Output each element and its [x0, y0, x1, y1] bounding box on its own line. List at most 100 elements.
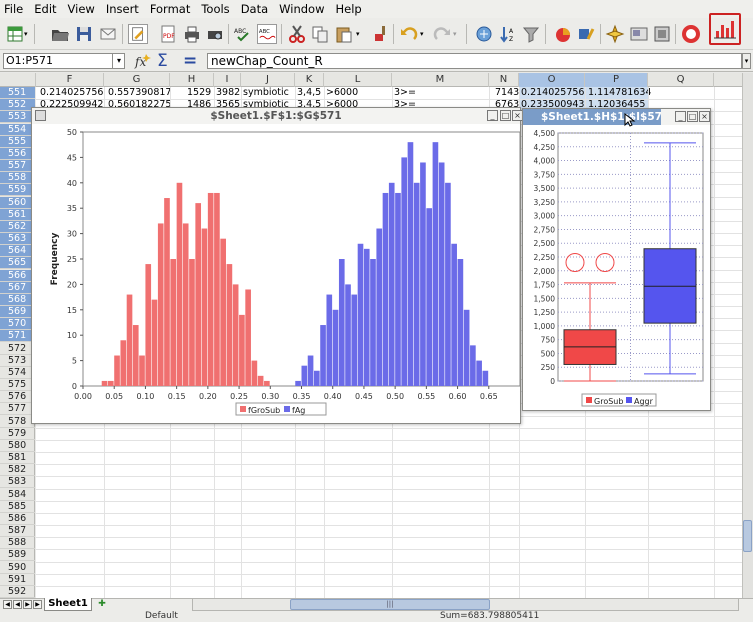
copy-icon[interactable] — [310, 24, 330, 44]
data-sources-icon[interactable] — [652, 24, 672, 44]
row-header[interactable]: 563 — [0, 233, 35, 246]
cell-h551[interactable]: 1529 — [187, 87, 212, 98]
column-header-q[interactable]: Q — [648, 73, 714, 87]
menu-format[interactable]: Format — [149, 2, 191, 16]
column-header-f[interactable]: F — [36, 73, 104, 87]
cell-p551[interactable]: 1.114781634 — [588, 87, 652, 98]
cell-f551[interactable]: 0.214025756 — [40, 87, 104, 98]
column-header-l[interactable]: L — [324, 73, 392, 87]
column-header-i[interactable]: I — [214, 73, 241, 87]
column-header-o[interactable]: O — [519, 73, 585, 87]
edit-mode-icon[interactable] — [128, 24, 148, 44]
column-header-j[interactable]: J — [241, 73, 295, 87]
row-header[interactable]: 561 — [0, 208, 35, 221]
gallery-icon[interactable] — [629, 24, 649, 44]
open-folder-icon[interactable] — [50, 24, 70, 44]
row-header[interactable]: 551 — [0, 87, 35, 100]
first-sheet-button[interactable]: ◀ — [3, 600, 12, 609]
row-header[interactable]: 577 — [0, 403, 35, 416]
minimize-button[interactable]: _ — [675, 111, 686, 122]
vertical-scrollbar[interactable] — [742, 73, 753, 598]
cell-o552[interactable]: 0.233500943 — [521, 99, 585, 110]
cell-h552[interactable]: 1486 — [187, 99, 212, 110]
redo-icon[interactable] — [432, 24, 452, 44]
maximize-button[interactable]: □ — [500, 110, 511, 121]
name-box[interactable]: O1:P571 — [3, 53, 125, 69]
column-header-h[interactable]: H — [170, 73, 214, 87]
menu-data[interactable]: Data — [240, 2, 269, 16]
cell-i551[interactable]: 3982 — [216, 87, 241, 98]
row-header[interactable]: 569 — [0, 306, 35, 319]
undo-icon[interactable] — [399, 24, 419, 44]
chart-pie-icon[interactable] — [553, 24, 573, 44]
row-header[interactable]: 573 — [0, 355, 35, 367]
row-header[interactable]: 556 — [0, 147, 35, 160]
row-header[interactable]: 568 — [0, 293, 35, 306]
row-header[interactable]: 584 — [0, 489, 35, 501]
cell-l552[interactable]: >6000 — [326, 99, 359, 110]
column-header-k[interactable]: K — [295, 73, 324, 87]
row-header[interactable]: 562 — [0, 220, 35, 233]
row-header[interactable]: 583 — [0, 476, 35, 489]
row-header[interactable]: 555 — [0, 135, 35, 148]
row-header[interactable]: 567 — [0, 281, 35, 294]
dropdown-arrow-icon[interactable]: ▾ — [453, 30, 457, 38]
row-header[interactable]: 566 — [0, 269, 35, 282]
row-header[interactable]: 558 — [0, 172, 35, 185]
row-header[interactable]: 559 — [0, 184, 35, 197]
dropdown-arrow-icon[interactable]: ▾ — [356, 30, 360, 38]
column-header-g[interactable]: G — [104, 73, 170, 87]
cell-k552[interactable]: 3,4,5 — [297, 99, 322, 110]
column-header-p[interactable]: P — [585, 73, 648, 87]
cell-g552[interactable]: 0.560182275 — [108, 99, 172, 110]
row-header[interactable]: 582 — [0, 464, 35, 477]
spellcheck-icon[interactable]: ABC — [233, 24, 253, 44]
row-header[interactable]: 588 — [0, 537, 35, 550]
cell-n551[interactable]: 7143 — [495, 87, 520, 98]
draw-functions-icon[interactable] — [576, 24, 596, 44]
row-header[interactable]: 579 — [0, 428, 35, 440]
sort-ascending-icon[interactable]: AZ — [498, 24, 518, 44]
cell-f552[interactable]: 0.222509942 — [40, 99, 104, 110]
column-header-m[interactable]: M — [392, 73, 489, 87]
cell-l551[interactable]: >6000 — [326, 87, 359, 98]
row-header[interactable]: 585 — [0, 501, 35, 513]
chart-statistics-button[interactable] — [709, 13, 741, 45]
sum-button[interactable]: Σ — [157, 51, 168, 71]
last-sheet-button[interactable]: ▶ — [33, 600, 42, 609]
row-header[interactable]: 580 — [0, 440, 35, 452]
row-header[interactable]: 578 — [0, 416, 35, 428]
help-icon[interactable] — [681, 24, 701, 44]
dropdown-arrow-icon[interactable]: ▾ — [420, 30, 424, 38]
close-button[interactable]: × — [699, 111, 710, 122]
row-header[interactable]: 553 — [0, 111, 35, 124]
email-icon[interactable] — [98, 24, 118, 44]
function-button[interactable]: = — [183, 51, 198, 71]
row-header[interactable]: 571 — [0, 330, 35, 343]
autofilter-icon[interactable] — [521, 24, 541, 44]
row-header[interactable]: 557 — [0, 160, 35, 173]
cell-o551[interactable]: 0.214025756 — [521, 87, 585, 98]
formula-expand-icon[interactable]: ▾ — [742, 53, 751, 69]
cell-n552[interactable]: 6763 — [495, 99, 520, 110]
cut-icon[interactable] — [287, 24, 307, 44]
vertical-scroll-thumb[interactable] — [743, 520, 752, 552]
cell-m552[interactable]: 3>= — [394, 99, 416, 110]
save-icon[interactable] — [74, 24, 94, 44]
menu-insert[interactable]: Insert — [105, 2, 139, 16]
cell-g551[interactable]: 0.557390817 — [108, 87, 172, 98]
row-header[interactable]: 586 — [0, 513, 35, 525]
row-header[interactable]: 574 — [0, 367, 35, 379]
row-header[interactable]: 592 — [0, 586, 35, 598]
menu-help[interactable]: Help — [335, 2, 362, 16]
dropdown-arrow-icon[interactable]: ▾ — [24, 30, 28, 38]
menu-window[interactable]: Window — [279, 2, 325, 16]
new-spreadsheet-icon[interactable] — [5, 24, 25, 44]
row-header[interactable]: 581 — [0, 452, 35, 465]
cell-j552[interactable]: symbiotic — [243, 99, 289, 110]
row-header[interactable]: 570 — [0, 318, 35, 331]
add-sheet-icon[interactable]: ✚ — [98, 599, 106, 609]
row-header[interactable]: 560 — [0, 196, 35, 209]
minimize-button[interactable]: _ — [487, 110, 498, 121]
cell-k551[interactable]: 3,4,5 — [297, 87, 322, 98]
